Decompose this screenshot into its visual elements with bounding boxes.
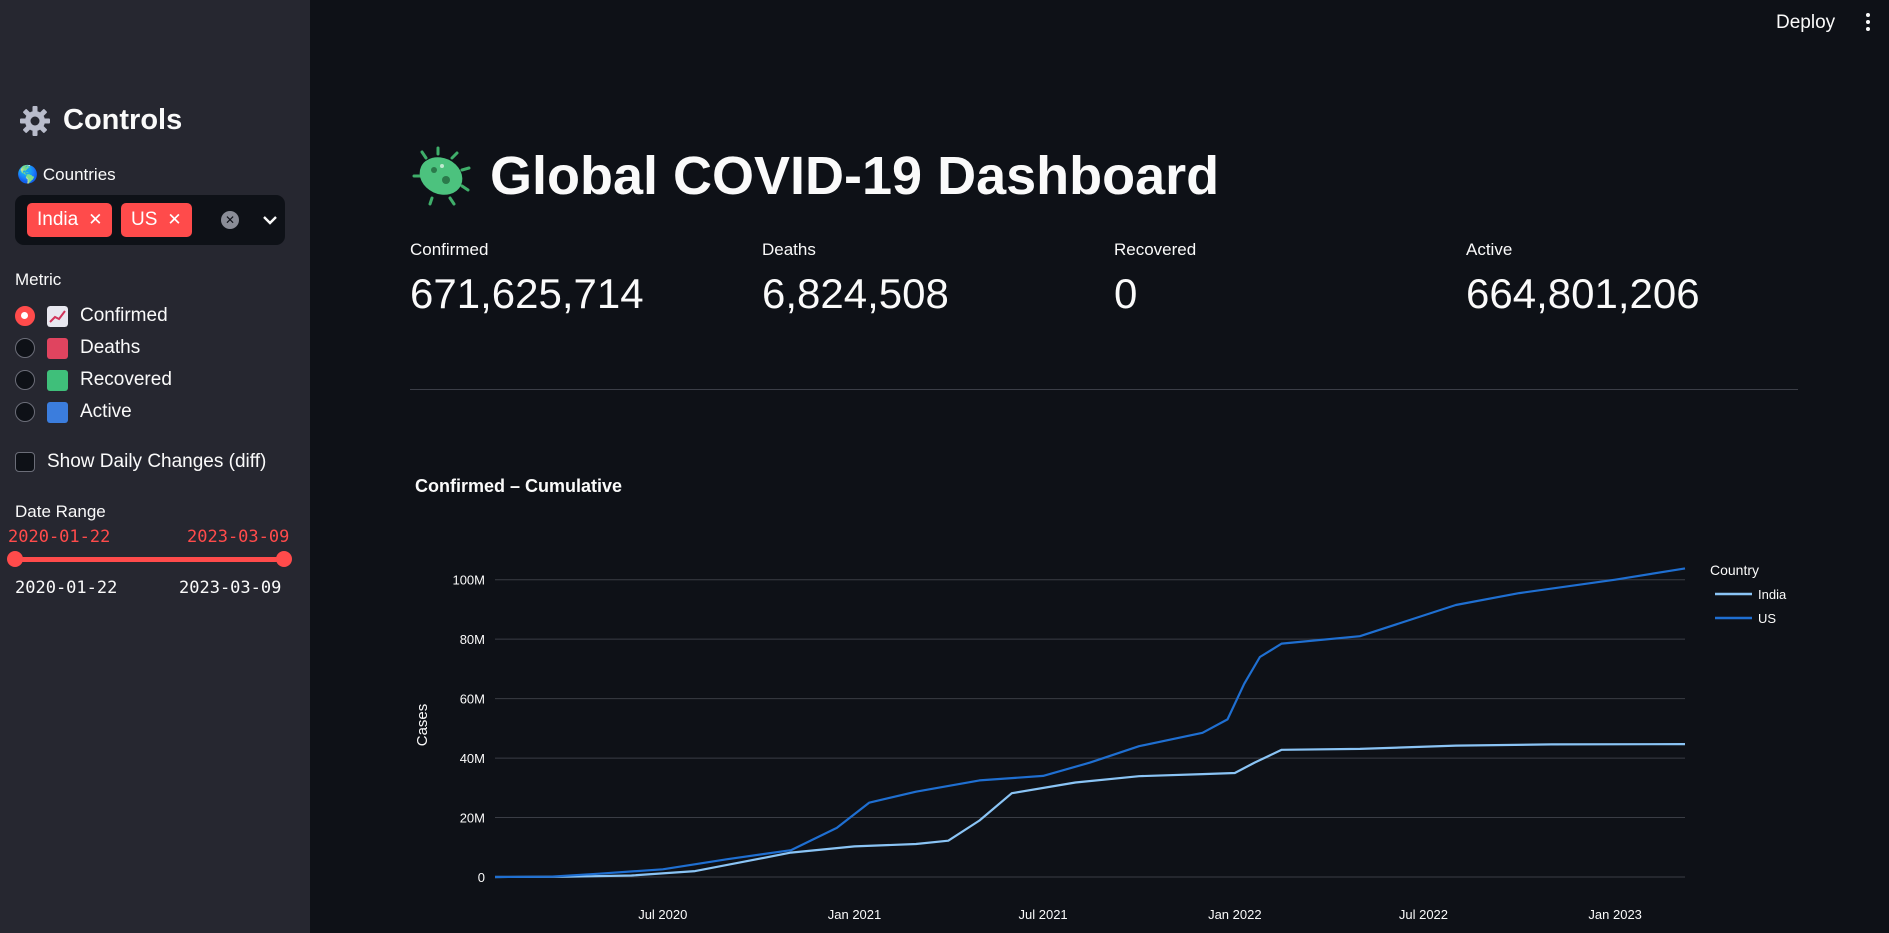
sidebar-title-text: Controls [63,104,183,136]
show-diff-checkbox[interactable] [15,452,35,472]
chevron-down-icon[interactable] [259,209,281,231]
metric-label: Metric [15,270,62,289]
countries-multiselect[interactable]: India ✕ US ✕ ✕ [15,195,285,245]
metric-confirmed: Confirmed 671,625,714 [410,240,644,318]
metric-value: 671,625,714 [410,270,644,317]
blue-square-icon [47,401,68,423]
metric-option-label: Confirmed [80,305,168,326]
metric-value: 664,801,206 [1466,270,1700,317]
legend-title: Country [1710,562,1759,578]
radio-button[interactable] [15,306,35,326]
y-axis-label: Cases [414,704,431,747]
y-tick-label: 80M [460,632,485,647]
range-max-label: 2023-03-09 [179,578,282,598]
sidebar-title: Controls [19,104,182,137]
slider-end-value: 2023-03-09 [187,527,290,547]
radio-button[interactable] [15,370,35,390]
date-range-slider-track[interactable] [15,557,285,562]
divider [410,389,1798,390]
page-title-text: Global COVID-19 Dashboard [490,146,1220,206]
metric-label: Recovered [1114,240,1197,259]
metric-option-label: Active [80,401,132,422]
metric-deaths: Deaths 6,824,508 [762,240,949,318]
microbe-icon [412,146,471,206]
clear-all-icon[interactable]: ✕ [221,211,239,229]
metric-option-confirmed[interactable]: Confirmed [15,305,168,327]
legend-label: US [1758,611,1776,626]
slider-start-value: 2020-01-22 [8,527,111,547]
metric-option-deaths[interactable]: Deaths [15,337,140,359]
show-diff-label: Show Daily Changes (diff) [47,451,267,472]
range-min-label: 2020-01-22 [15,578,118,598]
metric-option-active[interactable]: Active [15,401,132,423]
radio-button[interactable] [15,402,35,422]
series-line-india [494,743,1686,879]
countries-label: 🌎 Countries [17,165,116,184]
metric-label: Deaths [762,240,816,259]
slider-start-handle[interactable] [7,551,23,567]
show-diff-checkbox-row[interactable]: Show Daily Changes (diff) [15,451,266,473]
country-tag-us[interactable]: US ✕ [121,203,192,237]
x-tick-label: Jul 2021 [1019,907,1068,922]
metric-label: Active [1466,240,1513,259]
y-tick-label: 60M [460,692,485,707]
y-tick-label: 100M [452,573,485,588]
metric-option-label: Deaths [80,337,141,358]
slider-end-handle[interactable] [276,551,292,567]
green-square-icon [47,369,68,391]
country-tag-label: India [37,209,79,230]
chart-increasing-icon [47,305,68,327]
x-tick-label: Jan 2023 [1588,907,1642,922]
country-tag-label: US [131,209,158,230]
kebab-icon[interactable] [1864,12,1872,32]
sidebar: Controls 🌎 Countries India ✕ US ✕ ✕ Metr… [0,0,310,933]
metric-option-label: Recovered [80,369,172,390]
metric-active: Active 664,801,206 [1466,240,1700,318]
metric-recovered: Recovered 0 [1114,240,1196,318]
legend-label: India [1758,587,1787,602]
gear-icon [20,105,50,136]
x-tick-label: Jul 2022 [1399,907,1448,922]
x-tick-label: Jan 2022 [1208,907,1262,922]
remove-tag-icon[interactable]: ✕ [88,210,103,229]
metric-option-recovered[interactable]: Recovered [15,369,172,391]
country-tag-india[interactable]: India ✕ [27,203,113,237]
y-tick-label: 0 [478,870,485,885]
y-tick-label: 40M [460,751,485,766]
radio-button[interactable] [15,338,35,358]
line-chart: 0 20M 40M 60M 80M 100M Jul 2020 Jan 2021 Jul 202… [414,562,1787,922]
remove-tag-icon[interactable]: ✕ [167,210,182,229]
chart-title: Confirmed – Cumulative [415,476,623,496]
metric-label: Confirmed [410,240,489,259]
x-tick-label: Jan 2021 [828,907,882,922]
y-tick-label: 20M [460,811,485,826]
metric-value: 6,824,508 [762,270,949,317]
red-square-icon [47,337,68,359]
date-range-label: Date Range [15,502,106,521]
metric-value: 0 [1114,270,1138,317]
page-title: Global COVID-19 Dashboard [412,145,1219,207]
deploy-button[interactable]: Deploy [1776,12,1836,33]
x-tick-label: Jul 2020 [638,907,687,922]
series-line-us [494,567,1686,879]
